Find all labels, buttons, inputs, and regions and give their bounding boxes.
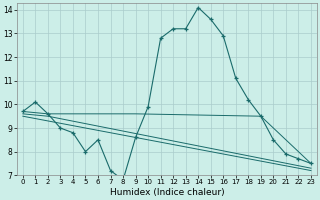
X-axis label: Humidex (Indice chaleur): Humidex (Indice chaleur) [109,188,224,197]
